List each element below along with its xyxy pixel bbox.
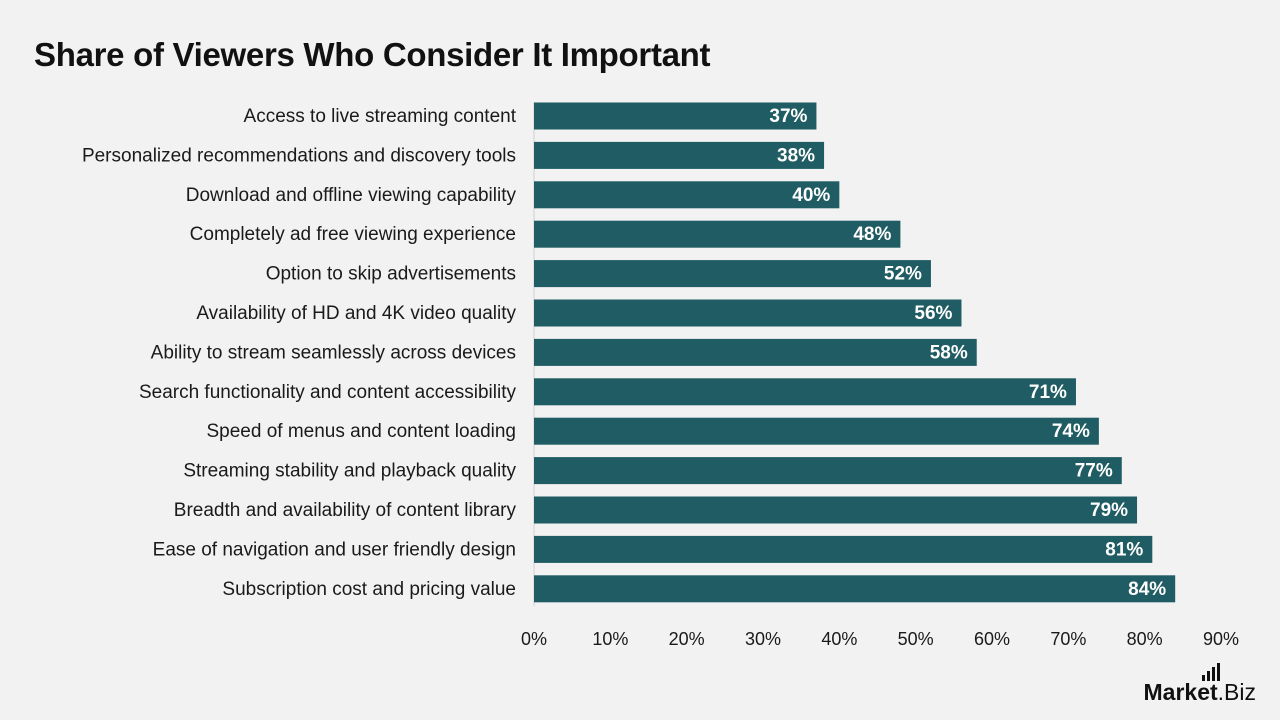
bar xyxy=(534,220,901,248)
chart-title: Share of Viewers Who Consider It Importa… xyxy=(34,36,711,73)
category-label: Speed of menus and content loading xyxy=(206,421,516,442)
logo-text-biz: .Biz xyxy=(1217,679,1256,705)
category-label: Subscription cost and pricing value xyxy=(222,579,516,600)
category-label: Completely ad free viewing experience xyxy=(190,224,516,245)
x-tick-label: 70% xyxy=(1050,629,1086,649)
bar xyxy=(534,457,1122,485)
x-tick-label: 40% xyxy=(821,629,857,649)
category-label: Download and offline viewing capability xyxy=(186,185,517,206)
data-label: 81% xyxy=(1105,539,1143,560)
category-label: Option to skip advertisements xyxy=(266,264,516,285)
bar xyxy=(534,141,825,169)
category-label: Breadth and availability of content libr… xyxy=(174,500,517,521)
category-label: Personalized recommendations and discove… xyxy=(82,145,516,166)
x-tick-label: 0% xyxy=(521,629,547,649)
x-tick-label: 20% xyxy=(669,629,705,649)
bar xyxy=(534,102,817,130)
x-tick-label: 30% xyxy=(745,629,781,649)
data-label: 58% xyxy=(930,342,968,363)
data-label: 79% xyxy=(1090,500,1128,521)
category-label: Ability to stream seamlessly across devi… xyxy=(151,342,516,363)
category-label: Ease of navigation and user friendly des… xyxy=(153,539,516,560)
data-label: 40% xyxy=(792,185,830,206)
logo-bars-icon xyxy=(1201,663,1220,681)
data-label: 38% xyxy=(777,145,815,166)
x-tick-label: 90% xyxy=(1203,629,1239,649)
x-tick-label: 10% xyxy=(592,629,628,649)
data-label: 84% xyxy=(1128,579,1166,600)
data-label: 52% xyxy=(884,264,922,285)
data-label: 77% xyxy=(1075,461,1113,482)
bar xyxy=(534,181,840,209)
category-label: Search functionality and content accessi… xyxy=(139,382,517,403)
data-label: 71% xyxy=(1029,382,1067,403)
data-label: 74% xyxy=(1052,421,1090,442)
bar xyxy=(534,575,1176,603)
x-tick-label: 80% xyxy=(1127,629,1163,649)
bar xyxy=(534,417,1099,445)
logo-text-market: Market xyxy=(1143,663,1220,706)
bar xyxy=(534,378,1076,406)
x-tick-label: 50% xyxy=(898,629,934,649)
logo-market-label: Market xyxy=(1143,679,1218,705)
category-label: Availability of HD and 4K video quality xyxy=(196,303,516,324)
data-label: 48% xyxy=(853,224,891,245)
brand-logo: Market .Biz xyxy=(1143,663,1256,706)
category-label: Streaming stability and playback quality xyxy=(183,461,516,482)
category-label: Access to live streaming content xyxy=(244,106,517,127)
bar xyxy=(534,338,977,366)
x-tick-label: 60% xyxy=(974,629,1010,649)
bar xyxy=(534,260,931,288)
data-label: 37% xyxy=(769,106,807,127)
bar xyxy=(534,299,962,327)
data-label: 56% xyxy=(914,303,952,324)
bar xyxy=(534,496,1138,524)
bar xyxy=(534,535,1153,563)
